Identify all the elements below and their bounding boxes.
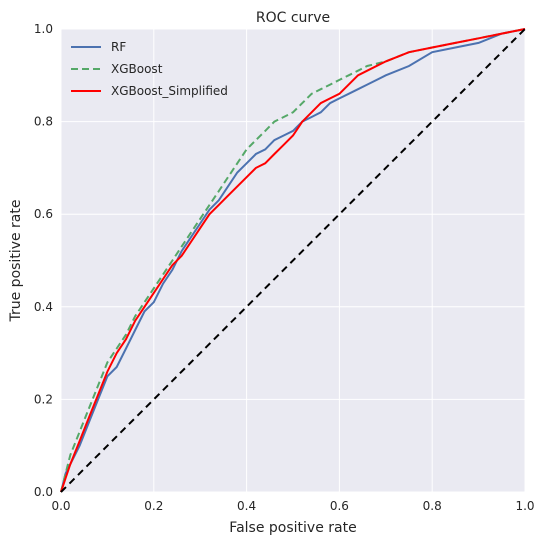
y-tick-label: 0.0 (34, 485, 53, 499)
x-tick-label: 1.0 (515, 499, 534, 513)
y-tick-label: 0.2 (34, 392, 53, 406)
series-line-xgboost-simplified (60, 28, 526, 493)
y-axis-label: True positive rate (8, 200, 24, 323)
x-tick-label: 0.0 (51, 499, 70, 513)
y-tick-labels: 0.0 0.2 0.4 0.6 0.8 1.0 (34, 22, 53, 499)
x-tick-label: 0.8 (423, 499, 442, 513)
x-tick-label: 0.2 (144, 499, 163, 513)
x-tick-label: 0.4 (237, 499, 256, 513)
series-line-xgboost (60, 28, 526, 493)
diagonal-reference-line (60, 28, 526, 493)
chart-title: ROC curve (256, 10, 330, 26)
grid-lines (60, 28, 526, 493)
legend-item: XGBoost_Simplified (71, 84, 228, 98)
series-line-rf (60, 28, 526, 493)
legend-label: XGBoost (111, 62, 163, 76)
y-tick-label: 0.6 (34, 207, 53, 221)
legend-item: RF (71, 40, 126, 54)
x-tick-label: 0.6 (330, 499, 349, 513)
series-lines (60, 28, 526, 493)
x-tick-labels: 0.0 0.2 0.4 0.6 0.8 1.0 (51, 499, 534, 513)
legend-item: XGBoost (71, 62, 163, 76)
legend-label: RF (111, 40, 126, 54)
y-tick-label: 0.4 (34, 300, 53, 314)
y-tick-label: 0.8 (34, 115, 53, 129)
y-tick-label: 1.0 (34, 22, 53, 36)
x-axis-label: False positive rate (229, 520, 356, 536)
legend-label: XGBoost_Simplified (111, 84, 228, 98)
legend: RF XGBoost XGBoost_Simplified (71, 40, 228, 98)
